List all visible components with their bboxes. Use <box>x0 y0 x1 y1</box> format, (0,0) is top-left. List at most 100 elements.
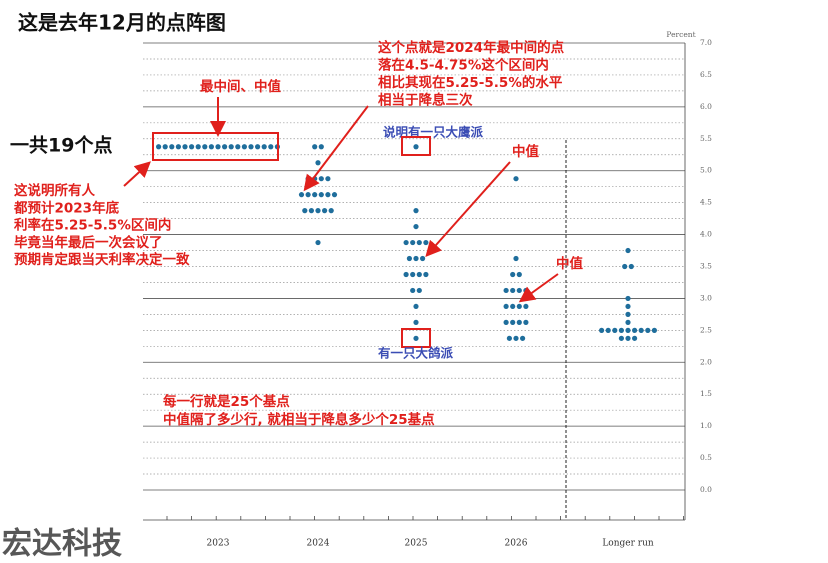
dot <box>410 239 416 246</box>
dot <box>416 287 422 294</box>
dot <box>413 144 419 150</box>
dot <box>308 208 314 214</box>
dot <box>298 192 305 198</box>
plot-area: 0.0 0.5 1.0 1.5 2.0 2.5 3.0 3.5 4.0 4.5 5.0 5.5 6.0 6… <box>143 38 712 549</box>
highlight-box <box>152 132 279 161</box>
arrow <box>425 161 511 257</box>
dot <box>413 223 419 230</box>
dot <box>182 144 188 150</box>
dot <box>248 144 254 150</box>
annotation-line: 落在4.5-4.75%这个区间内 <box>378 57 549 74</box>
dot <box>318 176 324 182</box>
dot <box>261 144 267 150</box>
dot <box>318 192 324 198</box>
y-tick-label: 3.5 <box>700 262 712 271</box>
annotation-line: 中值隔了多少行, 就相当于降息多少个25基点 <box>163 411 435 428</box>
annotation: 中值 <box>556 255 584 272</box>
arrow <box>303 105 369 192</box>
dot <box>516 319 522 325</box>
dot <box>632 335 638 341</box>
dot <box>325 192 331 198</box>
dot <box>305 176 311 182</box>
dot <box>413 319 419 325</box>
dot <box>328 208 334 214</box>
x-tick-label: 2025 <box>405 539 428 549</box>
dot <box>628 263 634 270</box>
dot <box>503 287 509 294</box>
dot <box>645 327 651 333</box>
dot <box>423 271 429 278</box>
annotation-line: 毕竟当年最后一次会议了 <box>14 234 163 251</box>
y-tick-label: 6.0 <box>700 102 712 111</box>
dot <box>622 263 628 270</box>
dot <box>510 303 516 310</box>
dot <box>523 287 529 294</box>
dot <box>625 311 631 317</box>
total-label: 一共19个点 <box>10 135 112 157</box>
dot <box>315 239 321 246</box>
annotation: 说明有一只大鹰派 <box>383 125 484 140</box>
x-tick-label: 2023 <box>207 539 230 549</box>
dot <box>625 335 631 341</box>
x-tick-label: 2024 <box>307 539 330 549</box>
dot <box>315 160 321 166</box>
annotation-block: 这说明所有人都预计2023年底利率在5.25-5.5%区间内毕竟当年最后一次会议… <box>13 182 190 268</box>
dot <box>506 335 512 341</box>
dot <box>516 271 522 278</box>
dot <box>302 208 308 214</box>
annotation: 有一只大鸽派 <box>378 346 454 361</box>
annotation-line: 利率在5.25-5.5%区间内 <box>14 217 171 234</box>
dot <box>516 287 522 294</box>
dot <box>625 303 631 310</box>
y-tick-label: 4.5 <box>700 198 712 207</box>
dot <box>318 144 324 150</box>
watermark: 宏达科技 <box>2 527 122 562</box>
annotation: 最中间、中值 <box>200 78 281 95</box>
dot <box>420 255 426 262</box>
annotation-line: 相比其现在5.25-5.5%的水平 <box>378 74 563 91</box>
dot <box>410 287 416 294</box>
dot <box>202 144 208 150</box>
annotation-line: 这说明所有人 <box>14 182 95 199</box>
arrow <box>518 273 559 303</box>
y-tick-label: 5.5 <box>700 134 712 143</box>
dot <box>423 239 429 246</box>
dot <box>625 327 631 333</box>
dot <box>516 303 522 310</box>
dot <box>255 144 261 150</box>
dot <box>189 144 195 150</box>
annotation-line: 每一行就是25个基点 <box>163 393 290 410</box>
dot <box>612 327 618 333</box>
annotation-line: 相当于降息三次 <box>378 92 473 109</box>
dot <box>510 319 516 325</box>
dot <box>410 271 416 278</box>
dot <box>175 144 181 150</box>
dot <box>208 144 214 150</box>
dot <box>503 303 509 310</box>
y-tick-label: 1.5 <box>700 389 712 398</box>
dot <box>632 327 638 333</box>
dot <box>235 144 241 150</box>
dot <box>651 327 658 333</box>
annotation-line: 预期肯定跟当天利率决定一致 <box>14 251 190 268</box>
dot <box>520 335 526 341</box>
y-tick-label: 2.0 <box>700 357 712 366</box>
dot <box>215 144 221 150</box>
dot <box>605 327 611 333</box>
dot <box>331 192 338 198</box>
y-tick-label: 6.5 <box>700 70 712 79</box>
y-tick-label: 7.0 <box>700 38 712 47</box>
dot <box>513 255 519 262</box>
dot <box>312 192 318 198</box>
annotation-line: 都预计2023年底 <box>13 199 120 216</box>
dot <box>510 287 516 294</box>
dot <box>416 239 422 246</box>
dot <box>305 192 311 198</box>
dot <box>523 303 529 310</box>
dot <box>413 208 419 214</box>
dot <box>322 208 328 214</box>
dot <box>413 255 419 262</box>
dot <box>162 144 168 150</box>
dot <box>169 144 175 150</box>
dot <box>618 327 625 333</box>
